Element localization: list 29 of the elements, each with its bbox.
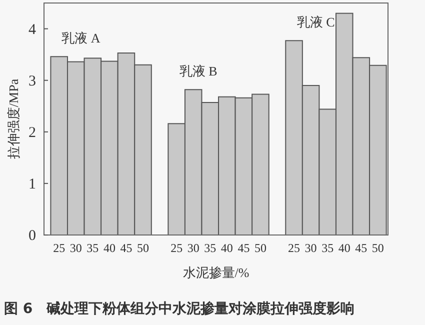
text: 图 6 碱处理下粉体组分中水泥掺量对涂膜拉伸强度影响 (4, 300, 355, 317)
x-tick-label: 25 (53, 241, 66, 255)
y-axis-title: 拉伸强度/MPa (6, 78, 21, 160)
y-tick-label: 3 (28, 73, 36, 90)
x-tick-label: 35 (322, 241, 334, 255)
annotation: 乳液 C (296, 14, 335, 30)
x-tick-label: 30 (304, 241, 317, 255)
y-tick-label: 1 (28, 176, 36, 192)
x-tick-label: 50 (254, 241, 266, 255)
x-tick-label: 45 (120, 241, 132, 255)
x-tick-label: 35 (86, 241, 99, 255)
x-tick-label: 30 (70, 241, 82, 255)
x-tick-label: 30 (187, 241, 200, 255)
x-tick-label: 40 (103, 241, 116, 255)
annotation: 乳液 A (62, 30, 101, 46)
x-tick-label: 35 (204, 241, 216, 255)
x-tick-label: 40 (220, 241, 233, 255)
x-tick-label: 50 (137, 241, 150, 255)
annotation: 乳液 B (179, 64, 218, 79)
x-tick-label: 25 (288, 241, 300, 255)
y-tick-label: 2 (28, 124, 36, 141)
y-tick-label: 4 (28, 22, 36, 38)
x-tick-label: 50 (372, 241, 384, 255)
x-tick-label: 25 (170, 241, 183, 255)
y-tick-label: 0 (28, 228, 36, 244)
x-tick-label: 45 (355, 241, 368, 255)
x-axis-title: 水泥掺量/% (182, 265, 250, 280)
x-tick-label: 40 (338, 241, 350, 255)
x-tick-label: 45 (238, 241, 250, 255)
